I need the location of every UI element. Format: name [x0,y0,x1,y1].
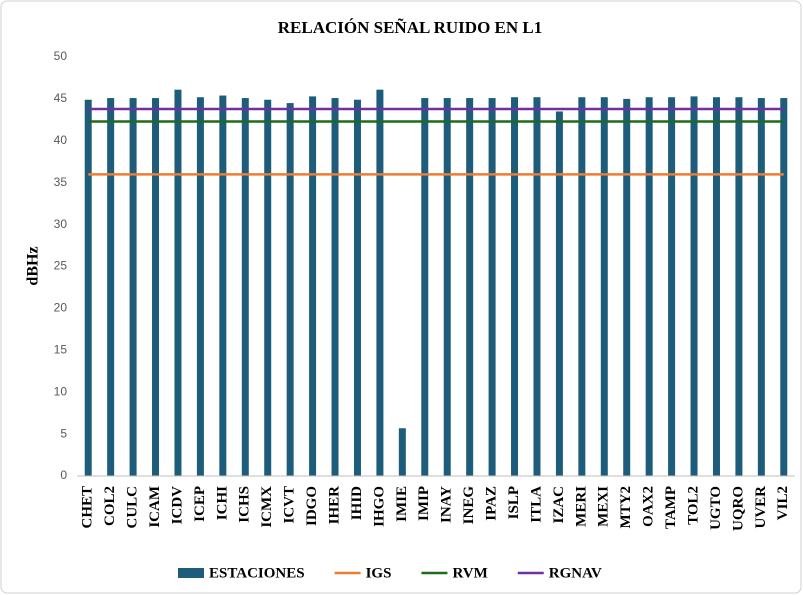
bar [466,98,474,476]
y-tick-label: 50 [54,49,68,63]
bar [309,96,317,477]
x-tick-label: ISLP [506,486,522,519]
x-tick-label: IDGO [304,486,320,526]
bar [712,97,720,476]
bar [668,97,676,476]
x-tick-label: MTY2 [618,486,634,529]
bar [421,98,429,476]
legend-label: ESTACIONES [209,565,305,581]
x-tick-label: ICMX [259,486,275,528]
legend-label: RGNAV [549,565,602,581]
x-tick-label: IHID [349,486,365,520]
y-tick-label: 30 [54,217,68,231]
bar [84,99,92,476]
x-tick-label: ICHS [237,486,253,523]
x-tick-label: INAY [439,486,455,523]
x-tick-label: VIL2 [775,486,791,520]
x-tick-label: CHET [80,486,96,529]
bar [757,98,765,476]
bar [735,97,743,476]
y-axis-label: dBHz [25,246,42,285]
x-tick-label: CULC [125,486,141,529]
y-tick-label: 40 [54,133,68,147]
bar [555,111,563,476]
bar [376,89,384,476]
x-tick-label: MEXI [596,486,612,527]
y-tick-label: 5 [60,426,67,440]
bar [623,98,631,477]
bar [107,98,115,476]
bar [645,97,653,476]
x-tick-label: IHGO [371,486,387,527]
x-tick-label: OAX2 [641,486,657,527]
x-tick-label: UGTO [708,486,724,530]
bar [511,97,519,476]
x-tick-label: IZAC [551,486,567,524]
y-tick-label: 0 [60,468,67,482]
bar [129,98,137,476]
x-tick-label: TAMP [663,486,679,529]
x-tick-label: TOL2 [685,486,701,525]
x-tick-label: COL2 [102,486,118,526]
y-tick-label: 20 [54,301,68,315]
y-tick-label: 45 [54,91,68,105]
x-tick-label: ICDV [169,486,185,525]
bar [353,99,361,476]
x-tick-label: ICAM [147,486,163,528]
bar [264,99,272,476]
legend-label: IGS [366,565,392,581]
bar [398,428,406,476]
x-tick-label: INEG [461,486,477,525]
bar [443,98,451,476]
x-tick-label: ICEP [192,486,208,522]
bar [533,97,541,476]
x-tick-label: MERI [573,486,589,527]
legend-swatch [178,568,204,578]
x-tick-label: IHER [326,486,342,525]
bar [690,96,698,477]
bar [152,98,160,476]
bar [196,97,204,476]
x-tick-label: ICVT [282,486,298,524]
y-tick-label: 10 [54,384,68,398]
bar [286,103,294,476]
x-tick-label: UQRO [730,486,746,531]
y-tick-label: 35 [54,175,68,189]
bar [780,98,788,476]
bar [488,98,496,476]
x-tick-label: IPAZ [484,486,500,521]
chart-title: RELACIÓN SEÑAL RUIDO EN L1 [278,18,543,37]
x-tick-label: IMIP [416,486,432,521]
x-tick-label: UVER [753,486,769,529]
x-tick-label: ITLA [528,486,544,523]
x-tick-label: ICHI [214,486,230,520]
x-tick-label: IMIE [394,486,410,522]
bar [174,89,182,476]
y-tick-label: 25 [54,259,68,273]
legend-label: RVM [452,565,487,581]
bar [600,97,608,476]
bar [241,98,249,476]
y-tick-label: 15 [54,342,68,356]
bar [331,98,339,476]
bar [219,95,227,476]
bar [578,97,586,476]
